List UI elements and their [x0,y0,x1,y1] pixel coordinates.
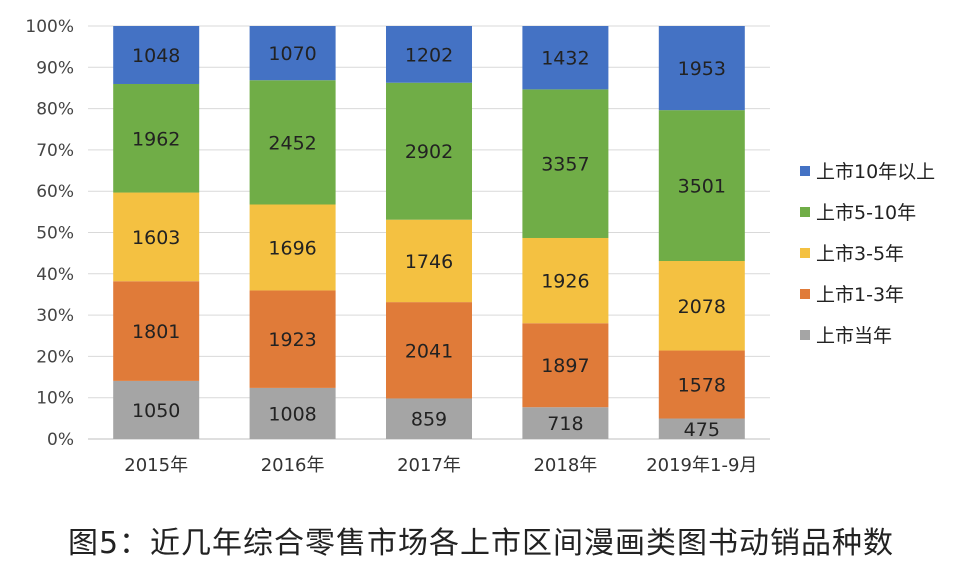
bar-segment [386,219,472,303]
data-label: 475 [684,419,720,441]
bar-segment [249,80,336,205]
bar-segment [249,26,336,81]
data-label: 1070 [268,43,316,65]
y-axis-tick-labels: 0% 10% 20% 30% 40% 50% 60% 70% 80% 90% 100% [25,17,74,450]
data-label: 3501 [678,176,726,198]
x-tick-label: 2019年1-9月 [646,455,757,476]
legend: 上市10年以上 上市5-10年 上市3-5年 上市1-3年 上市当年 [800,150,935,355]
legend-label: 上市5-10年 [816,202,917,224]
bar-segment [658,26,745,111]
data-label: 718 [547,413,583,435]
x-tick-label: 2018年 [533,455,597,476]
data-label: 1202 [405,44,453,66]
bar-segment [658,110,745,262]
bar-segment [658,418,745,439]
data-label: 2902 [405,141,453,163]
legend-item: 上市5-10年 [800,191,935,232]
legend-label: 上市1-3年 [816,284,905,306]
data-label: 3357 [541,154,589,176]
bar-segment [522,89,609,238]
bar-segment [522,26,609,90]
bar-segment [249,290,336,388]
data-label: 1008 [268,403,316,425]
bar-segment [113,26,200,84]
y-tick-label: 40% [36,265,74,285]
data-label: 2041 [405,340,453,362]
legend-swatch [800,329,810,340]
data-label: 1953 [678,58,726,80]
legend-item: 上市3-5年 [800,232,935,273]
bar-segment [113,380,200,439]
bar-segment [249,387,336,439]
bar-segment [522,407,609,439]
bar-segment [113,83,200,193]
y-tick-label: 10% [36,389,74,409]
figure-caption: 图5：近几年综合零售市场各上市区间漫画类图书动销品种数 [67,526,895,561]
data-label: 2078 [678,296,726,318]
legend-swatch [800,206,810,217]
data-label: 1432 [541,48,589,70]
legend-swatch [800,288,810,299]
bar-segment [386,82,472,220]
data-label: 1926 [541,271,589,293]
data-label: 1048 [132,45,180,67]
bar-segment [658,261,745,351]
x-axis-tick-labels: 2015年 2016年 2017年 2018年 2019年1-9月 [124,455,757,476]
data-label: 859 [411,409,447,431]
bar-segment [249,204,336,291]
data-label: 1050 [132,400,180,422]
legend-swatch [800,165,810,176]
bar-segment [522,237,609,324]
data-label: 1923 [268,329,316,351]
y-tick-label: 80% [36,100,74,120]
y-tick-label: 0% [47,430,74,450]
y-tick-label: 50% [36,224,74,244]
x-tick-label: 2016年 [261,455,325,476]
y-tick-label: 100% [25,17,74,37]
y-tick-label: 30% [36,306,74,326]
bar-segment [386,26,472,83]
legend-swatch [800,247,810,258]
x-tick-label: 2017年 [397,455,461,476]
data-label: 1897 [541,355,589,377]
legend-item: 上市10年以上 [800,150,935,191]
data-label: 1746 [405,251,453,273]
x-tick-label: 2015年 [124,455,188,476]
legend-label: 上市10年以上 [816,161,936,183]
bar-segment [658,350,745,419]
stacked-bar-chart: 0% 10% 20% 30% 40% 50% 60% 70% 80% 90% 100% 1050 18… [25,17,770,476]
legend-item: 上市1-3年 [800,273,935,314]
legend-item: 上市当年 [800,314,935,355]
bars: 1050 1801 1603 1962 1048 1008 1923 1696 2452 1070… [113,26,745,441]
bar-segment [386,302,472,399]
bar-segment [113,281,200,381]
legend-label: 上市当年 [816,325,893,347]
y-tick-label: 90% [36,58,74,78]
bar-segment [386,398,472,439]
data-label: 1801 [132,321,180,343]
data-label: 1578 [678,375,726,397]
legend-label: 上市3-5年 [816,243,905,265]
data-label: 1603 [132,227,180,249]
bar-segment [113,192,200,282]
y-tick-label: 20% [36,347,74,367]
bar-segment [522,323,609,408]
data-label: 1696 [268,237,316,259]
y-tick-label: 60% [36,182,74,202]
data-label: 2452 [268,132,316,154]
data-label: 1962 [132,128,180,150]
y-tick-label: 70% [36,141,74,161]
